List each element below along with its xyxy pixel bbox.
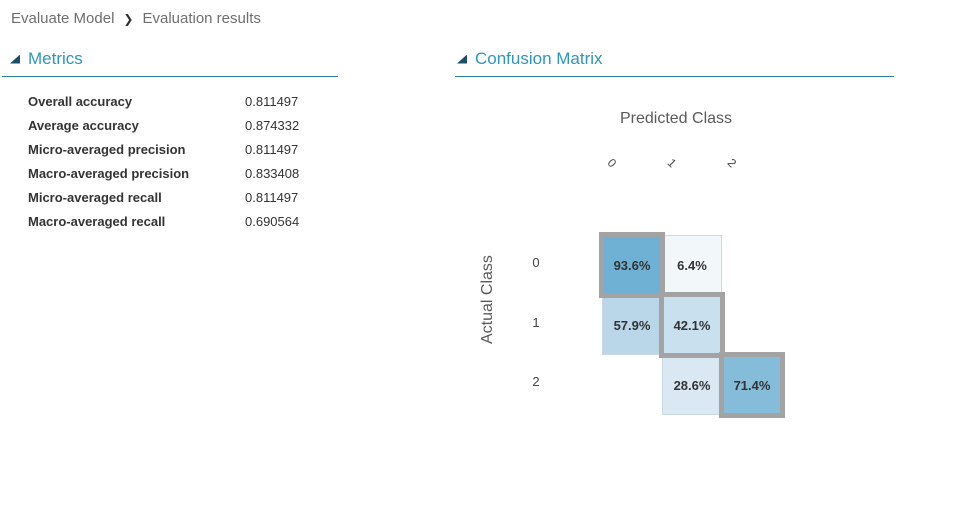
metric-value: 0.874332 (245, 117, 300, 133)
metric-label: Average accuracy (28, 117, 139, 133)
metric-value: 0.690564 (245, 213, 300, 229)
metric-label: Overall accuracy (28, 93, 133, 109)
confusion-cell-r2c2: 71.4% (719, 352, 785, 418)
metrics-table: Overall accuracy 0.811497 Average accura… (28, 89, 328, 233)
y-tick-label: 2 (532, 373, 540, 389)
y-tick-label: 0 (532, 254, 540, 270)
metric-value: 0.811497 (245, 189, 299, 205)
metric-value: 0.811497 (245, 93, 299, 109)
confusion-cell-r0c1: 6.4% (662, 235, 722, 295)
breadcrumb-chevron-icon: ❯ (123, 11, 134, 26)
metric-value: 0.833408 (245, 165, 300, 181)
x-tick-label: 2 (724, 155, 740, 171)
confusion-matrix-section-title: Confusion Matrix (475, 49, 603, 68)
metric-value: 0.811497 (245, 141, 299, 157)
table-row: Micro-averaged precision 0.811497 (28, 137, 328, 161)
confusion-cell-r0c0: 93.6% (599, 232, 665, 298)
table-row: Macro-averaged precision 0.833408 (28, 161, 328, 185)
confusion-cell-r1c0: 57.9% (602, 295, 662, 355)
metrics-section-divider (2, 76, 338, 77)
y-tick-label: 1 (532, 314, 540, 330)
confusion-cell-r2c1: 28.6% (662, 355, 722, 415)
breadcrumb-page: Evaluation results (142, 10, 261, 27)
metric-label: Micro-averaged precision (28, 141, 186, 157)
confusion-cell-r1c1: 42.1% (659, 292, 725, 358)
collapse-triangle-icon (10, 54, 20, 64)
table-row: Average accuracy 0.874332 (28, 113, 328, 137)
collapse-triangle-icon (457, 54, 467, 64)
metric-label: Macro-averaged precision (28, 165, 190, 181)
y-axis-title: Actual Class (479, 255, 496, 345)
table-row: Macro-averaged recall 0.690564 (28, 209, 328, 233)
confusion-matrix-section-divider (455, 76, 894, 77)
confusion-matrix-section-header[interactable]: Confusion Matrix (457, 48, 603, 70)
metrics-section-header[interactable]: Metrics (10, 48, 83, 70)
metric-label: Macro-averaged recall (28, 213, 166, 229)
x-axis-title: Predicted Class (619, 110, 733, 127)
breadcrumb: Evaluate Model ❯ Evaluation results (11, 10, 261, 27)
breadcrumb-module[interactable]: Evaluate Model (11, 10, 115, 27)
metrics-section-title: Metrics (28, 49, 83, 68)
table-row: Overall accuracy 0.811497 (28, 89, 328, 113)
metric-label: Micro-averaged recall (28, 189, 162, 205)
table-row: Micro-averaged recall 0.811497 (28, 185, 328, 209)
x-tick-label: 1 (664, 155, 680, 171)
x-tick-label: 0 (604, 155, 620, 171)
